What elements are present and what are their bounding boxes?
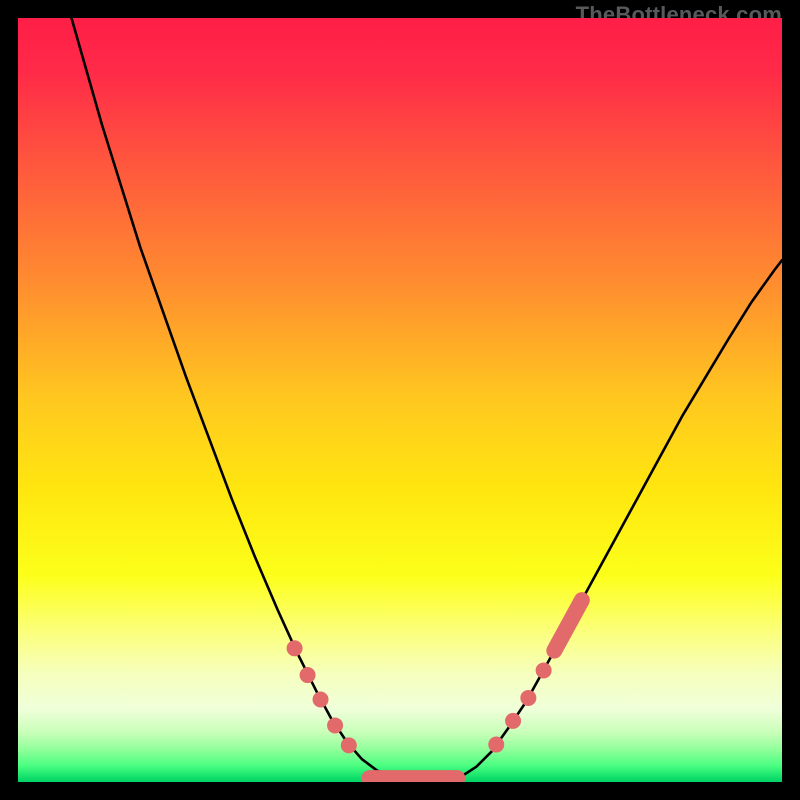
data-marker bbox=[313, 691, 329, 707]
chart-frame: TheBottleneck.com bbox=[0, 0, 800, 800]
data-marker bbox=[520, 690, 536, 706]
data-marker bbox=[488, 737, 504, 753]
data-marker bbox=[341, 737, 357, 753]
data-marker bbox=[300, 667, 316, 683]
bottleneck-chart bbox=[18, 18, 782, 782]
gradient-background bbox=[18, 18, 782, 782]
data-marker bbox=[536, 662, 552, 678]
plot-area bbox=[18, 18, 782, 782]
data-marker bbox=[327, 717, 343, 733]
data-marker bbox=[287, 640, 303, 656]
data-marker bbox=[505, 713, 521, 729]
